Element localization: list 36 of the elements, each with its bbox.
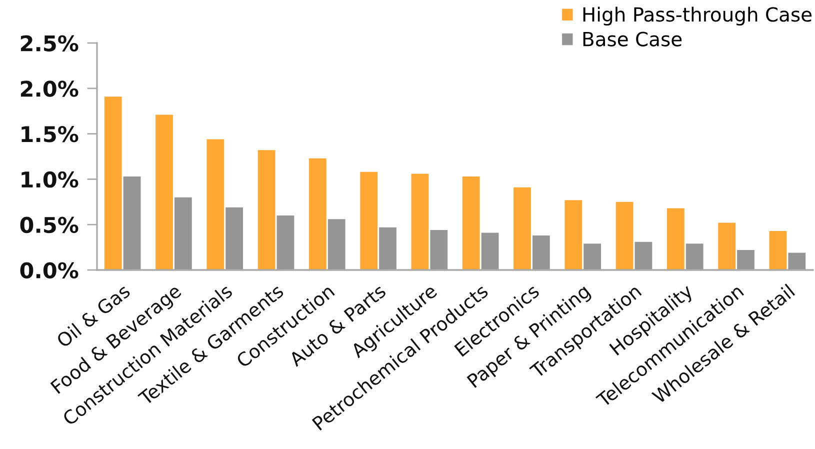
bar [276,216,294,270]
bar [379,227,396,270]
bar [769,230,787,270]
bar [156,114,173,270]
bar [462,176,480,270]
y-tick-label: 1.5% [22,126,78,142]
legend-label: High Pass-through Case [583,6,812,26]
y-tick-label: 1.0% [22,171,78,188]
bar [788,252,806,270]
bar [514,187,531,270]
bar [174,197,192,270]
y-tick-label: 2.5% [20,35,78,52]
y-tick-label: 0.5% [20,216,78,234]
bar [564,200,582,270]
legend-label: Base Case [583,32,682,46]
bar [104,96,122,270]
bar [411,174,429,270]
bar [686,244,704,270]
y-tick-label: 2.0% [20,80,78,97]
bar [634,242,652,270]
bar [328,219,346,270]
bar [584,244,602,270]
bar [666,208,684,270]
bar [226,207,244,270]
bar [737,250,754,270]
bar [123,176,141,270]
bar [481,232,499,270]
bar [616,202,634,270]
bar [532,235,550,270]
bar [206,139,224,270]
y-tick-label: 0.0% [20,262,78,278]
bar [308,158,326,270]
bar [718,222,736,270]
bar [360,172,378,270]
bar [258,150,276,270]
bar [430,230,448,270]
